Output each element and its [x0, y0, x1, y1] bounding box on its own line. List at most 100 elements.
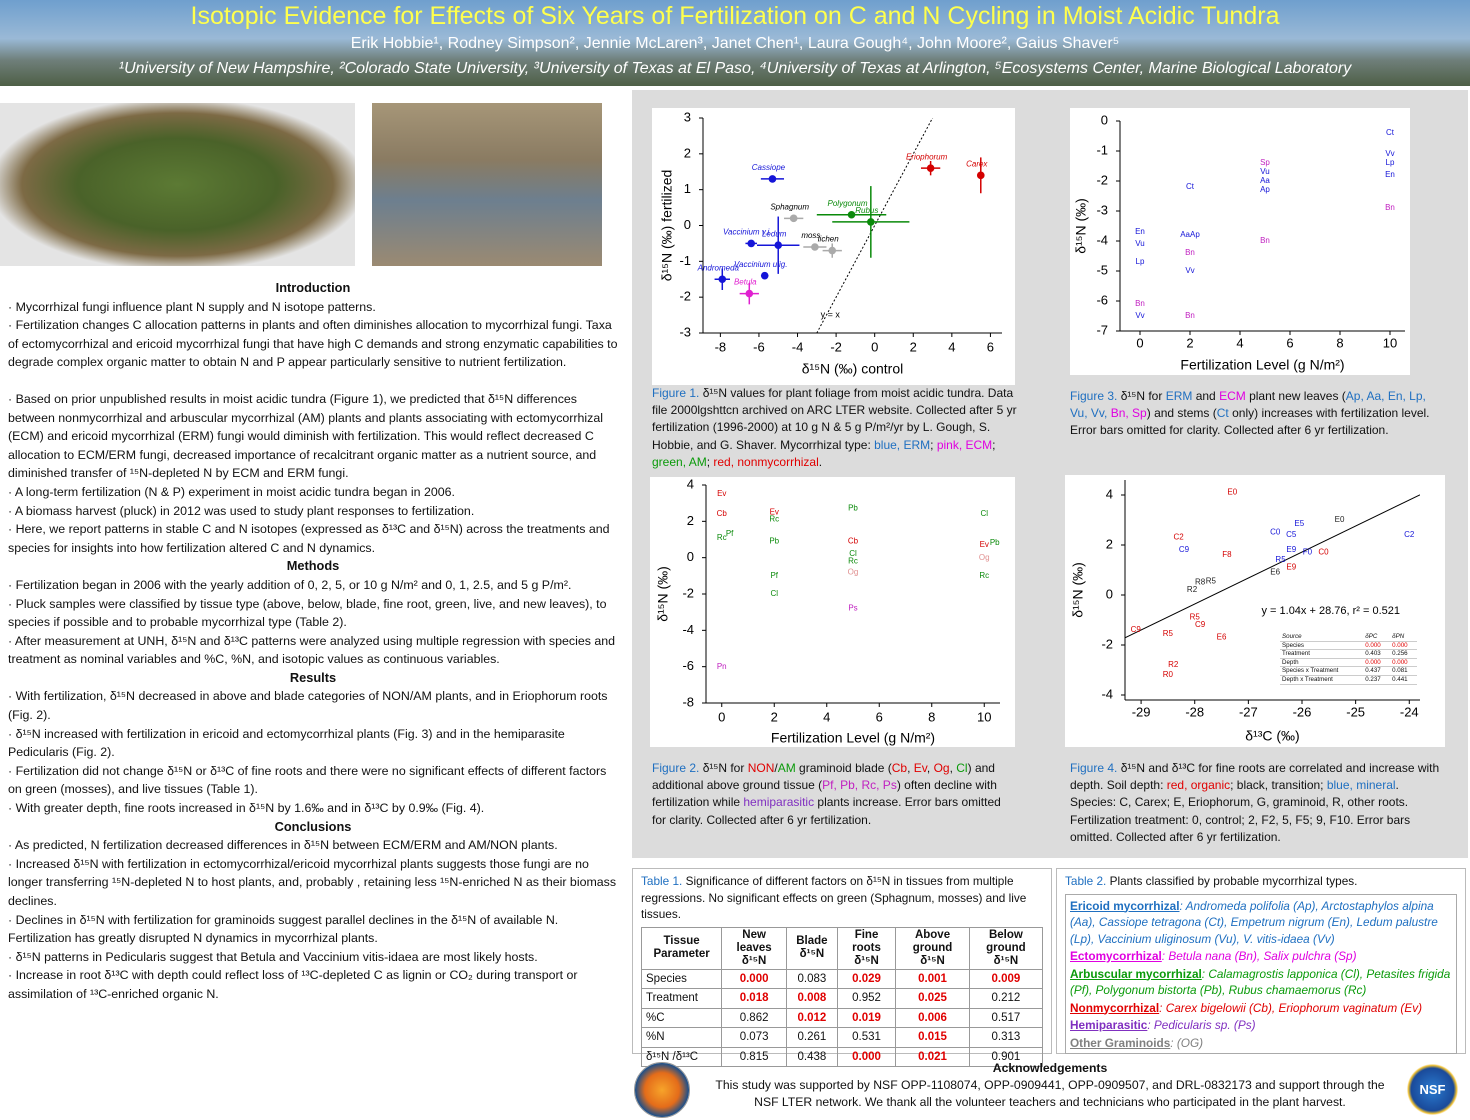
point-label: E6 — [1217, 633, 1227, 642]
table-row: %C 0.862 0.012 0.019 0.006 0.517 — [640, 1007, 1044, 1028]
caption-text: plant new leaves ( — [1245, 389, 1346, 403]
point-label: Pb — [990, 538, 1000, 547]
point — [747, 239, 756, 248]
x-tick-label: 0 — [718, 709, 725, 724]
regression-label: y = 1.04x + 28.76, r² = 0.521 — [1261, 605, 1400, 617]
point-label: Vu — [1260, 167, 1270, 176]
y-tick-label: 0 — [684, 217, 691, 232]
point-label: Bn — [1185, 311, 1195, 320]
figure-caption: Figure 1. δ¹⁵N values for plant foliage … — [652, 385, 1018, 471]
figure-4: -29 -28 -27 -26 -25 -24 -4 -2 0 2 4 δ¹³C (‰) δ¹⁵N (‰… — [1070, 480, 1420, 744]
paragraph: · Fertilization began in 2006 with the y… — [8, 577, 572, 592]
y-tick-label: -2 — [682, 585, 694, 600]
species-list: : Andromeda polifolia (Ap), Arctostaphyl… — [1070, 898, 1438, 946]
caption-highlight: green, AM — [652, 454, 707, 469]
table-cell: 0.009 — [968, 968, 1044, 989]
table-2: Table 2. Plants classified by probable m… — [1056, 868, 1466, 1054]
x-tick-label: 8 — [928, 709, 935, 724]
type-list: Ericoid mycorrhizal: Andromeda polifolia… — [1065, 893, 1457, 1054]
paragraph: · After measurement at UNH, δ¹⁵N and δ¹³… — [8, 633, 616, 667]
point-label: Vv — [1385, 149, 1394, 158]
caption-text: ; black, transition; — [1230, 778, 1327, 793]
y-tick-label: -4 — [682, 622, 694, 637]
figure-frame: 0 2 4 6 8 10 -8 -6 -4 -2 0 2 4 Fertilization Level (g… — [650, 476, 1015, 747]
point-label: R0 — [1163, 670, 1174, 679]
table-cell: 0.018 — [721, 988, 788, 1009]
stats-header: Source δPC δPN — [1280, 633, 1417, 642]
table-row: Treatment 0.018 0.008 0.952 0.025 0.212 — [640, 988, 1044, 1009]
point — [745, 289, 754, 298]
table-cell: 0.517 — [968, 1007, 1044, 1028]
caption-highlight: red, organic — [1166, 778, 1231, 793]
point-label: Carex — [966, 159, 988, 168]
y-tick-label: -2 — [1101, 636, 1113, 651]
stats-cell: δPC — [1363, 633, 1391, 642]
caption-text: , — [926, 761, 934, 775]
figure-frame: 0 2 4 6 8 10 0 -1 -2 -3 -4 -5 -6 -7 Fertilization Leve… — [1070, 108, 1410, 375]
point-label: AaAp — [1180, 230, 1200, 239]
paragraph: · δ¹⁵N increased with fertilization in e… — [8, 726, 565, 760]
regression-line — [1125, 494, 1420, 639]
x-tick-label: -6 — [753, 339, 765, 354]
acknowledgements: Acknowledgements This study was supporte… — [632, 1060, 1468, 1118]
point-label: R2 — [1168, 660, 1179, 669]
x-axis-label: Fertilization Level (g N/m²) — [1180, 357, 1344, 373]
caption-text: ) and stems ( — [1146, 406, 1217, 421]
point-label: R8 — [1195, 578, 1206, 587]
y-tick-label: -8 — [682, 694, 694, 709]
figure-1: -8 -6 -4 -2 0 2 4 6 -3 -2 -1 0 1 2 3 δ¹⁵N (‰) control δ¹… — [659, 109, 1002, 377]
paragraph: Fertilization has greatly disrupted N dy… — [8, 931, 378, 946]
table-cell: δ¹⁵N /δ¹³C — [640, 1046, 723, 1067]
caption-text: δ¹⁵N values for plant foliage from moist… — [652, 386, 1017, 452]
mycorrhizal-type: Hemiparasitic — [1070, 1018, 1148, 1032]
figure-2: 0 2 4 6 8 10 -8 -6 -4 -2 0 2 4 Fertilization Level (g… — [655, 476, 1000, 745]
table-cell: 0.313 — [968, 1027, 1044, 1048]
figure-frame: -8 -6 -4 -2 0 2 4 6 -3 -2 -1 0 1 2 3 δ¹⁵N (‰) control δ¹… — [652, 108, 1015, 385]
table-header: Blade δ¹⁵N — [786, 926, 838, 970]
ack-text: This study was supported by NSF OPP-1108… — [715, 1078, 1385, 1109]
table-cell: 0.025 — [895, 988, 970, 1009]
reference-line — [816, 118, 934, 333]
y-tick-label: -3 — [1096, 202, 1108, 217]
x-tick-label: 10 — [977, 709, 991, 724]
caption-highlight: Ct — [1216, 406, 1229, 421]
point — [768, 175, 777, 183]
table-cell: 0.006 — [895, 1007, 970, 1028]
point-label: Vv — [1185, 266, 1194, 275]
y-tick-label: 2 — [687, 513, 694, 528]
table-cell: 0.000 — [836, 1046, 897, 1067]
stats-cell: 0.256 — [1390, 649, 1417, 659]
affiliations: ¹University of New Hampshire, ²Colorado … — [118, 60, 1352, 77]
nsf-logo: NSF — [1405, 1062, 1460, 1117]
point-label: Rc — [979, 571, 989, 580]
x-tick-label: -2 — [830, 339, 842, 354]
paragraph: · Here, we report patterns in stable C a… — [8, 522, 610, 555]
point — [926, 164, 935, 172]
point-label: R5 — [1163, 629, 1174, 638]
x-tick-label: 6 — [1286, 335, 1293, 350]
stats-cell: 0.437 — [1363, 666, 1391, 676]
x-tick-label: -28 — [1185, 704, 1204, 719]
paragraph: · Mycorrhizal fungi influence plant N su… — [8, 299, 376, 314]
point — [828, 246, 837, 255]
point-label: Vv — [1135, 311, 1144, 320]
mycorrhizal-type: Arbuscular mycorrhizal — [1070, 966, 1202, 981]
y-axis-label: δ¹⁵N (‰) — [1070, 562, 1086, 618]
point-label: E0 — [1227, 488, 1237, 497]
caption-text: , — [949, 761, 957, 775]
point-label: E9 — [1286, 563, 1296, 572]
y-tick-label: -2 — [1096, 172, 1108, 187]
table-caption: Table 1. Significance of different facto… — [641, 873, 1043, 923]
y-tick-label: -1 — [679, 253, 691, 268]
point — [811, 243, 819, 251]
x-axis-label: δ¹³C (‰) — [1245, 728, 1299, 744]
caption-highlight: AM — [777, 761, 796, 775]
y-tick-label: 0 — [1106, 586, 1113, 601]
stats-table: Source δPC δPN Species 0.000 0.000 Treatment 0.… — [1280, 633, 1417, 685]
table-header: Above ground δ¹⁵N — [895, 926, 970, 970]
caption-text: . Species: C, Carex; E, Eriophorum, G, g… — [1070, 778, 1411, 844]
table-1: Table 1. Significance of different facto… — [632, 868, 1052, 1067]
caption-highlight: NON — [747, 761, 775, 775]
point — [774, 241, 783, 250]
figure-frame: -29 -28 -27 -26 -25 -24 -4 -2 0 2 4 δ¹³C (‰) δ¹⁵N (‰… — [1065, 475, 1445, 747]
